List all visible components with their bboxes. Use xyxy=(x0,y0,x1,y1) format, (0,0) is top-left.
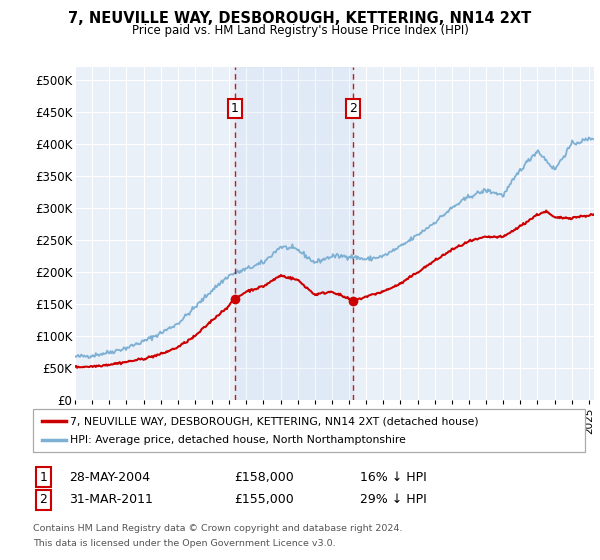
Text: 29% ↓ HPI: 29% ↓ HPI xyxy=(360,493,427,506)
Text: 28-MAY-2004: 28-MAY-2004 xyxy=(69,470,150,484)
Text: 16% ↓ HPI: 16% ↓ HPI xyxy=(360,470,427,484)
Text: £158,000: £158,000 xyxy=(234,470,294,484)
Text: This data is licensed under the Open Government Licence v3.0.: This data is licensed under the Open Gov… xyxy=(33,539,335,548)
Text: 2: 2 xyxy=(39,493,47,506)
Text: 1: 1 xyxy=(39,470,47,484)
Text: HPI: Average price, detached house, North Northamptonshire: HPI: Average price, detached house, Nort… xyxy=(70,435,406,445)
Text: £155,000: £155,000 xyxy=(234,493,294,506)
Bar xyxy=(235,67,353,400)
Text: 31-MAR-2011: 31-MAR-2011 xyxy=(69,493,153,506)
Text: Price paid vs. HM Land Registry's House Price Index (HPI): Price paid vs. HM Land Registry's House … xyxy=(131,24,469,36)
Text: Contains HM Land Registry data © Crown copyright and database right 2024.: Contains HM Land Registry data © Crown c… xyxy=(33,524,403,533)
Text: 7, NEUVILLE WAY, DESBOROUGH, KETTERING, NN14 2XT (detached house): 7, NEUVILLE WAY, DESBOROUGH, KETTERING, … xyxy=(70,416,479,426)
Text: 2: 2 xyxy=(349,102,357,115)
Text: 1: 1 xyxy=(231,102,239,115)
Text: 7, NEUVILLE WAY, DESBOROUGH, KETTERING, NN14 2XT: 7, NEUVILLE WAY, DESBOROUGH, KETTERING, … xyxy=(68,11,532,26)
